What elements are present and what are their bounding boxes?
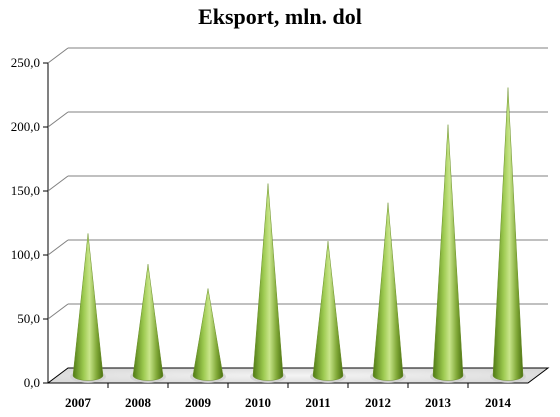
chart-title: Eksport, mln. dol: [198, 4, 362, 29]
x-tick-label: 2014: [485, 395, 512, 410]
chart-floor: [46, 367, 550, 384]
x-tick-label: 2009: [185, 395, 212, 410]
gridline-depth: [47, 239, 69, 256]
bar: [432, 124, 464, 381]
y-tick-label: 250,0: [11, 55, 40, 70]
x-tick-label: 2012: [365, 395, 391, 410]
x-tick-label: 2008: [125, 395, 152, 410]
gridlines: [47, 47, 548, 320]
y-tick-label: 50,0: [17, 311, 40, 326]
y-tick-label: 150,0: [11, 183, 40, 198]
bar: [312, 241, 344, 381]
y-tick-label: 200,0: [11, 119, 40, 134]
bar: [252, 183, 284, 381]
bar: [492, 87, 524, 381]
x-axis-ticks: 2007 2008 2009 2010 2011 2012 2013 2014: [65, 383, 512, 410]
bars: [70, 87, 526, 383]
bar: [192, 288, 224, 381]
gridline-depth: [47, 111, 69, 128]
bar: [372, 202, 404, 381]
y-tick-label: 100,0: [11, 247, 40, 262]
x-tick-label: 2007: [65, 395, 92, 410]
x-tick-label: 2011: [305, 395, 330, 410]
gridline-depth: [47, 175, 69, 192]
bar: [132, 264, 164, 381]
x-tick-label: 2013: [425, 395, 452, 410]
bar: [72, 233, 104, 381]
gridline-depth: [47, 47, 69, 64]
floor-plane: [46, 367, 550, 384]
y-tick-label: 0,0: [24, 375, 40, 390]
y-axis-ticks: 0,0 50,0 100,0 150,0 200,0 250,0: [11, 55, 48, 390]
gridline-depth: [47, 303, 69, 320]
x-tick-label: 2010: [245, 395, 271, 410]
